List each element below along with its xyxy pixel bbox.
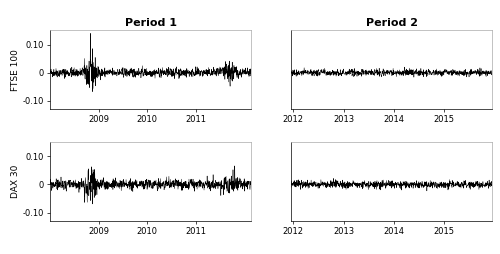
Y-axis label: FTSE 100: FTSE 100 <box>10 49 20 91</box>
Y-axis label: DAX 30: DAX 30 <box>10 165 20 198</box>
Title: Period 2: Period 2 <box>366 18 418 28</box>
Title: Period 1: Period 1 <box>124 18 176 28</box>
